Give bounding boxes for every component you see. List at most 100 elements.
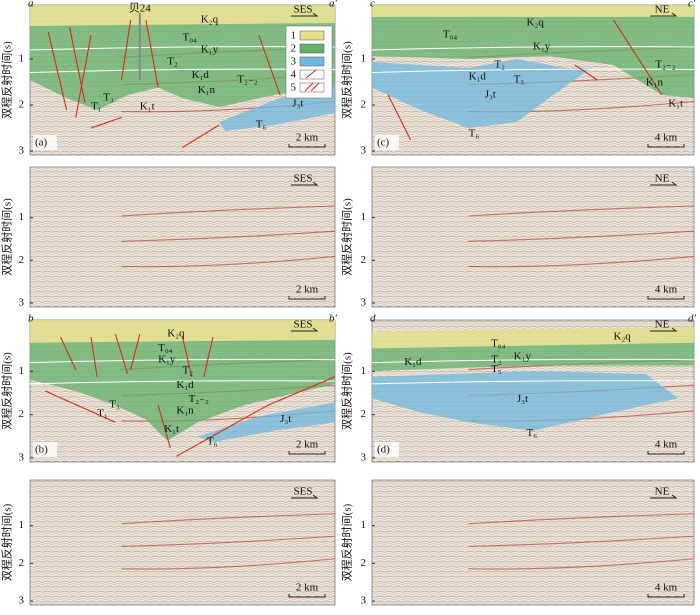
layer-3 xyxy=(372,59,591,128)
legend-label: 2 xyxy=(291,43,297,55)
scale-label: 2 km xyxy=(296,132,319,144)
horizon xyxy=(371,380,695,385)
layer-label: K₂q xyxy=(527,17,545,29)
layer-2 xyxy=(372,342,694,372)
layer-label: K₁d xyxy=(176,379,194,391)
layer-label: T₂ xyxy=(494,59,505,71)
legend-swatch xyxy=(299,30,325,41)
layer-label: T₂₋₂ xyxy=(189,393,209,405)
end-label: d xyxy=(370,313,376,325)
end-label: a′ xyxy=(329,0,338,10)
fault xyxy=(267,376,336,406)
direction-arrow xyxy=(291,12,319,17)
legend-label: 1 xyxy=(291,30,297,42)
tick-label: 1 xyxy=(19,365,25,377)
reflector xyxy=(121,513,336,525)
layer-1 xyxy=(30,320,335,343)
tick-label: 2 xyxy=(19,408,25,420)
layer-label: T₆ xyxy=(207,436,218,448)
legend-fault xyxy=(305,69,317,79)
direction-arrow xyxy=(291,327,319,332)
tick-label: 3 xyxy=(19,145,25,157)
end-label: d′ xyxy=(688,313,697,325)
tick-label: 1 xyxy=(361,211,367,223)
tick-label: 3 xyxy=(361,297,367,309)
layer-label: K₁d xyxy=(404,356,422,368)
layer-label: K₁y xyxy=(158,353,176,365)
direction-arrow xyxy=(650,12,678,17)
reflector xyxy=(468,230,695,242)
legend-label: 5 xyxy=(291,82,297,94)
reflector xyxy=(468,558,695,570)
axis-label: 双程反射时间(s) xyxy=(0,41,14,119)
end-label: a xyxy=(28,0,34,10)
layer-label: T₆ xyxy=(469,128,480,140)
layer-label: T₀₄ xyxy=(183,32,198,44)
layer-label: K₁n xyxy=(176,404,194,416)
horizon xyxy=(29,380,336,385)
layer-label: T₃ xyxy=(103,92,114,104)
layer-label: K₂q xyxy=(167,328,185,340)
tick-label: 1 xyxy=(361,519,367,531)
scale-bar xyxy=(288,594,326,598)
layer-label: T₅ xyxy=(514,74,525,86)
end-label: c xyxy=(370,0,375,10)
tick-label: 1 xyxy=(361,365,367,377)
seismic-section xyxy=(29,479,336,606)
tag-box xyxy=(33,135,57,150)
direction: NE xyxy=(655,4,670,16)
tick-label: 2 xyxy=(19,557,25,569)
layer-label: K₂q xyxy=(614,331,632,343)
axis-label: 双程反射时间(s) xyxy=(340,503,354,581)
scale-label: 2 km xyxy=(296,582,319,594)
reflector xyxy=(121,205,336,217)
tick-label: 2 xyxy=(361,254,367,266)
axis-label: 双程反射时间(s) xyxy=(340,198,354,276)
fault xyxy=(182,124,220,148)
horizon xyxy=(371,358,695,364)
tick-label: 3 xyxy=(19,595,25,607)
legend-label: 4 xyxy=(291,69,297,81)
fault xyxy=(574,64,598,81)
direction-arrow xyxy=(650,494,678,499)
fault xyxy=(387,94,412,141)
fault xyxy=(203,336,214,377)
layer-label: T₂₋₂ xyxy=(655,59,675,71)
panel-tag: (a) xyxy=(35,137,48,149)
direction-arrow xyxy=(650,181,678,186)
scale-bar xyxy=(647,451,685,455)
fault xyxy=(145,19,159,88)
layer-label: T₁ xyxy=(91,101,102,113)
panel-tag: (b) xyxy=(35,444,48,456)
fault xyxy=(45,390,116,423)
tick-label: 1 xyxy=(19,519,25,531)
direction: NE xyxy=(655,319,670,331)
seismic-section xyxy=(371,166,695,308)
layer-label: K₂q xyxy=(201,14,219,26)
fault xyxy=(47,31,68,111)
reflector xyxy=(468,535,695,547)
layer-label: T₂ xyxy=(167,56,178,68)
tick-label: 3 xyxy=(361,595,367,607)
direction: SES xyxy=(294,173,313,185)
horizon xyxy=(371,68,695,73)
seismic-section xyxy=(29,166,336,308)
direction: SES xyxy=(294,319,313,331)
direction: NE xyxy=(655,173,670,185)
layer-label: K₁y xyxy=(514,350,532,362)
layer-label: T₁ xyxy=(97,407,108,419)
layer-label: T₆ xyxy=(256,119,267,131)
layer-label: K₁t xyxy=(140,101,155,113)
tick-label: 1 xyxy=(361,53,367,65)
reflector xyxy=(121,558,336,570)
layer-label: T₀₄ xyxy=(491,338,506,350)
axis-label: 双程反射时间(s) xyxy=(340,352,354,430)
layer-label: K₁y xyxy=(533,41,551,53)
fault xyxy=(120,19,132,81)
layer-1 xyxy=(372,327,694,349)
tag-box xyxy=(33,442,57,457)
tick-label: 3 xyxy=(19,452,25,464)
fault xyxy=(69,27,86,103)
direction: SES xyxy=(294,486,313,498)
layer-label: T₂ xyxy=(183,365,194,377)
